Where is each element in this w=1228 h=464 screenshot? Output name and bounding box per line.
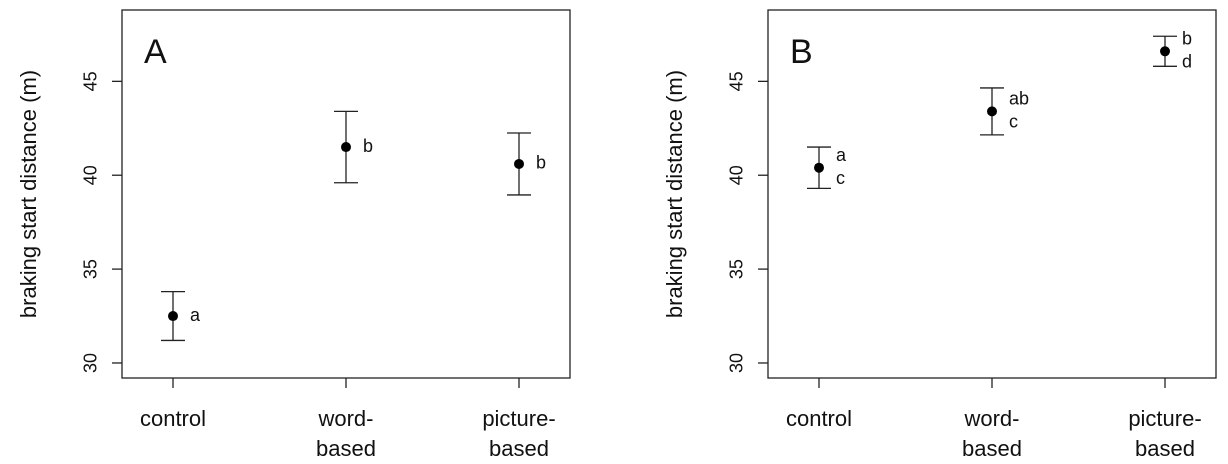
significance-letter: a [836,145,847,165]
significance-letter: ab [1009,89,1029,109]
significance-letter: d [1182,52,1192,72]
x-tick-label: control [140,406,206,431]
significance-letter: b [363,136,373,156]
plot-frame [767,9,1217,379]
x-tick-label: control [786,406,852,431]
data-point [341,142,351,153]
data-point [987,106,997,117]
y-tick-label: 35 [727,259,747,279]
y-tick-label: 30 [81,353,101,373]
x-tick-label: picture-based [1128,406,1201,461]
y-tick-label: 45 [81,71,101,91]
y-tick-label: 45 [727,71,747,91]
significance-letter: c [1009,112,1018,132]
y-tick-label: 35 [81,259,101,279]
data-point [1160,46,1170,57]
significance-letter: a [190,305,201,325]
y-tick-label: 40 [727,165,747,185]
panel-label: A [144,33,167,71]
x-tick-label: picture-based [482,406,555,461]
panel-label: B [790,33,813,71]
y-axis-label: braking start distance (m) [662,70,687,318]
significance-letter: c [836,168,845,188]
y-axis-label: braking start distance (m) [16,70,41,318]
data-point [514,158,524,169]
y-tick-label: 30 [727,353,747,373]
y-tick-label: 40 [81,165,101,185]
data-point [814,162,824,173]
x-tick-label: word-based [962,406,1022,461]
significance-letter: b [536,153,546,173]
x-tick-label: word-based [316,406,376,461]
significance-letter: b [1182,29,1192,49]
data-point [168,311,178,322]
